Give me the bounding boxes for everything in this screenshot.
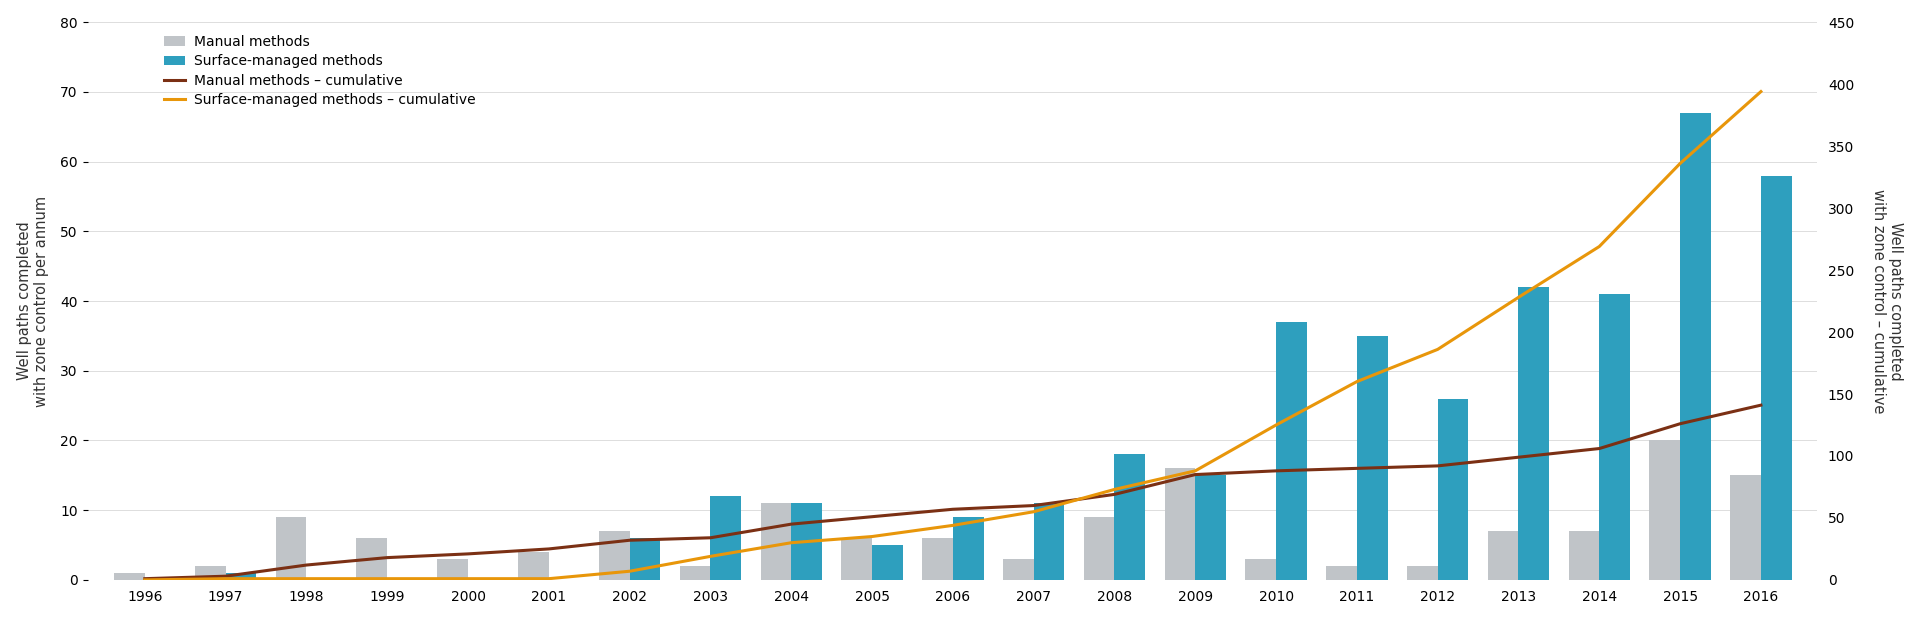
Manual methods – cumulative <box>1507 453 1530 461</box>
Bar <box>760 503 791 580</box>
Bar <box>1599 294 1630 580</box>
Surface-managed methods – cumulative <box>1749 88 1772 95</box>
Surface-managed methods – cumulative <box>860 533 883 540</box>
Bar <box>1761 176 1791 580</box>
Surface-managed methods – cumulative <box>132 576 156 584</box>
Bar <box>113 573 144 580</box>
Surface-managed methods – cumulative <box>213 575 236 582</box>
Surface-managed methods – cumulative <box>1507 294 1530 301</box>
Manual methods – cumulative <box>213 573 236 580</box>
Manual methods – cumulative <box>780 520 803 528</box>
Bar <box>438 559 468 580</box>
Manual methods – cumulative <box>1185 471 1208 478</box>
Surface-managed methods – cumulative <box>699 553 722 560</box>
Surface-managed methods – cumulative <box>1265 421 1288 428</box>
Surface-managed methods – cumulative <box>296 575 319 582</box>
Bar <box>1438 399 1469 580</box>
Bar <box>710 496 741 580</box>
Bar <box>680 566 710 580</box>
Manual methods – cumulative <box>1749 401 1772 409</box>
Surface-managed methods – cumulative <box>1021 508 1044 515</box>
Surface-managed methods – cumulative <box>376 575 399 582</box>
Surface-managed methods – cumulative <box>1427 346 1450 353</box>
Bar <box>791 503 822 580</box>
Manual methods – cumulative <box>618 537 641 544</box>
Manual methods – cumulative <box>1668 420 1692 427</box>
Manual methods – cumulative <box>860 513 883 520</box>
Bar <box>518 552 549 580</box>
Surface-managed methods – cumulative <box>1588 243 1611 250</box>
Bar <box>1327 566 1357 580</box>
Manual methods – cumulative <box>376 554 399 561</box>
Y-axis label: Well paths completed
with zone control – cumulative: Well paths completed with zone control –… <box>1870 189 1903 413</box>
Bar <box>225 573 255 580</box>
Surface-managed methods – cumulative <box>1346 378 1369 386</box>
Bar <box>1083 517 1114 580</box>
Surface-managed methods – cumulative <box>941 522 964 529</box>
Surface-managed methods – cumulative <box>457 575 480 582</box>
Surface-managed methods – cumulative <box>1185 467 1208 474</box>
Line: Surface-managed methods – cumulative: Surface-managed methods – cumulative <box>144 91 1761 580</box>
Bar <box>1730 475 1761 580</box>
Bar <box>357 538 388 580</box>
Manual methods – cumulative <box>699 534 722 542</box>
Bar <box>952 517 983 580</box>
Bar <box>196 566 225 580</box>
Manual methods – cumulative <box>1588 445 1611 452</box>
Bar <box>1114 455 1144 580</box>
Manual methods – cumulative <box>132 575 156 582</box>
Bar <box>1357 336 1388 580</box>
Bar <box>1519 287 1549 580</box>
Surface-managed methods – cumulative <box>618 568 641 575</box>
Bar <box>276 517 307 580</box>
Manual methods – cumulative <box>296 561 319 569</box>
Bar <box>1246 559 1277 580</box>
Legend: Manual methods, Surface-managed methods, Manual methods – cumulative, Surface-ma: Manual methods, Surface-managed methods,… <box>165 35 474 107</box>
Bar <box>841 538 872 580</box>
Bar <box>1569 531 1599 580</box>
Manual methods – cumulative <box>1102 491 1125 498</box>
Manual methods – cumulative <box>941 505 964 513</box>
Surface-managed methods – cumulative <box>1668 160 1692 167</box>
Bar <box>872 545 902 580</box>
Bar <box>1033 503 1064 580</box>
Manual methods – cumulative <box>1346 465 1369 472</box>
Y-axis label: Well paths completed
with zone control per annum: Well paths completed with zone control p… <box>17 196 50 407</box>
Bar <box>1165 468 1196 580</box>
Bar <box>1002 559 1033 580</box>
Surface-managed methods – cumulative <box>538 575 561 582</box>
Manual methods – cumulative <box>1021 502 1044 509</box>
Manual methods – cumulative <box>1427 462 1450 469</box>
Bar <box>1407 566 1438 580</box>
Bar <box>1196 475 1227 580</box>
Bar <box>922 538 952 580</box>
Manual methods – cumulative <box>538 545 561 553</box>
Surface-managed methods – cumulative <box>1102 486 1125 493</box>
Bar <box>1649 440 1680 580</box>
Manual methods – cumulative <box>457 550 480 558</box>
Manual methods – cumulative <box>1265 467 1288 474</box>
Bar <box>1488 531 1519 580</box>
Line: Manual methods – cumulative: Manual methods – cumulative <box>144 405 1761 579</box>
Bar <box>599 531 630 580</box>
Bar <box>630 538 660 580</box>
Bar <box>1277 322 1308 580</box>
Bar <box>1680 113 1711 580</box>
Surface-managed methods – cumulative <box>780 539 803 546</box>
